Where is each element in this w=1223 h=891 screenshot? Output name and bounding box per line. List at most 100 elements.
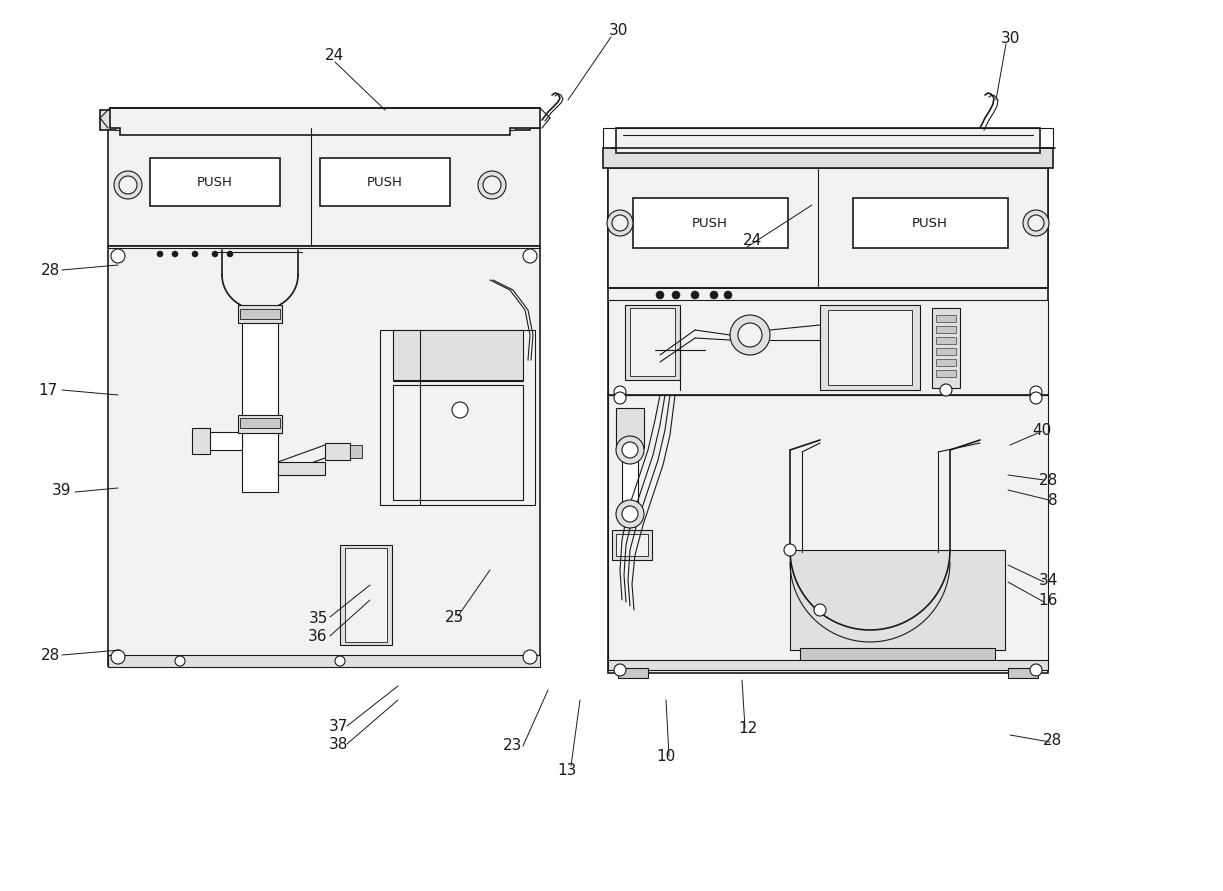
- Text: 36: 36: [308, 628, 328, 643]
- Bar: [240, 309, 280, 319]
- Circle shape: [1029, 215, 1044, 231]
- Circle shape: [623, 442, 638, 458]
- Text: 28: 28: [40, 263, 60, 277]
- Text: 24: 24: [742, 233, 762, 248]
- Circle shape: [172, 251, 179, 257]
- Bar: [238, 305, 283, 323]
- Bar: [618, 668, 648, 678]
- Text: 35: 35: [308, 610, 328, 625]
- Circle shape: [1030, 664, 1042, 676]
- Bar: [800, 648, 996, 662]
- Text: 23: 23: [504, 738, 522, 753]
- Bar: [790, 550, 1005, 650]
- Bar: [100, 110, 530, 130]
- Circle shape: [671, 291, 680, 299]
- Bar: [603, 148, 1053, 168]
- Text: 16: 16: [1038, 593, 1058, 608]
- Circle shape: [656, 291, 664, 299]
- Circle shape: [614, 386, 626, 398]
- Circle shape: [157, 251, 163, 257]
- Circle shape: [119, 176, 137, 194]
- Bar: [242, 432, 278, 492]
- Text: 34: 34: [1038, 573, 1058, 587]
- Bar: [634, 198, 788, 248]
- Text: 12: 12: [739, 721, 757, 735]
- Bar: [936, 326, 956, 333]
- Text: 13: 13: [558, 763, 577, 778]
- Text: 8: 8: [1048, 493, 1058, 508]
- Text: 17: 17: [38, 382, 57, 397]
- Bar: [608, 168, 1048, 673]
- Text: 40: 40: [1032, 422, 1052, 437]
- Bar: [608, 395, 1048, 667]
- Bar: [393, 330, 523, 380]
- Circle shape: [691, 291, 700, 299]
- Circle shape: [616, 436, 645, 464]
- Circle shape: [212, 251, 218, 257]
- Circle shape: [453, 402, 468, 418]
- Bar: [932, 308, 960, 388]
- Text: 28: 28: [1038, 472, 1058, 487]
- Text: 30: 30: [1000, 30, 1020, 45]
- Circle shape: [192, 251, 198, 257]
- Circle shape: [1030, 386, 1042, 398]
- Bar: [380, 330, 534, 505]
- Bar: [630, 308, 675, 376]
- Circle shape: [114, 171, 142, 199]
- Circle shape: [111, 249, 125, 263]
- Text: 37: 37: [328, 718, 347, 733]
- Bar: [852, 198, 1008, 248]
- Text: 28: 28: [1043, 732, 1063, 748]
- Text: 24: 24: [325, 47, 345, 62]
- Bar: [115, 125, 515, 130]
- Circle shape: [737, 323, 762, 347]
- Circle shape: [612, 215, 627, 231]
- Bar: [240, 418, 280, 428]
- Circle shape: [815, 604, 826, 616]
- Circle shape: [175, 656, 185, 666]
- Circle shape: [335, 656, 345, 666]
- Bar: [201, 432, 242, 450]
- Bar: [150, 158, 280, 206]
- Bar: [612, 530, 652, 560]
- Bar: [108, 655, 541, 667]
- Text: PUSH: PUSH: [197, 176, 232, 189]
- Text: 10: 10: [657, 748, 675, 764]
- Bar: [828, 310, 912, 385]
- Polygon shape: [110, 108, 541, 135]
- Bar: [1008, 668, 1038, 678]
- Circle shape: [607, 210, 634, 236]
- Bar: [340, 545, 393, 645]
- Bar: [616, 534, 648, 556]
- Circle shape: [730, 315, 770, 355]
- Bar: [936, 370, 956, 377]
- Text: 38: 38: [328, 737, 347, 751]
- Text: 28: 28: [40, 648, 60, 663]
- Text: 30: 30: [608, 22, 627, 37]
- Bar: [819, 305, 920, 390]
- Text: PUSH: PUSH: [692, 217, 728, 230]
- Circle shape: [940, 384, 951, 396]
- Bar: [108, 246, 541, 666]
- Circle shape: [478, 171, 506, 199]
- Circle shape: [227, 251, 234, 257]
- Bar: [320, 158, 450, 206]
- Bar: [936, 359, 956, 366]
- Circle shape: [111, 650, 125, 664]
- Bar: [625, 305, 680, 380]
- Circle shape: [724, 291, 733, 299]
- Bar: [616, 128, 1040, 153]
- Bar: [192, 428, 210, 454]
- Bar: [345, 548, 386, 642]
- Circle shape: [523, 650, 537, 664]
- Circle shape: [614, 664, 626, 676]
- Circle shape: [614, 392, 626, 404]
- Circle shape: [623, 506, 638, 522]
- Bar: [616, 408, 645, 448]
- Bar: [242, 308, 278, 438]
- Bar: [936, 315, 956, 322]
- Bar: [238, 415, 283, 433]
- Text: 25: 25: [445, 609, 465, 625]
- Circle shape: [1030, 392, 1042, 404]
- Bar: [936, 337, 956, 344]
